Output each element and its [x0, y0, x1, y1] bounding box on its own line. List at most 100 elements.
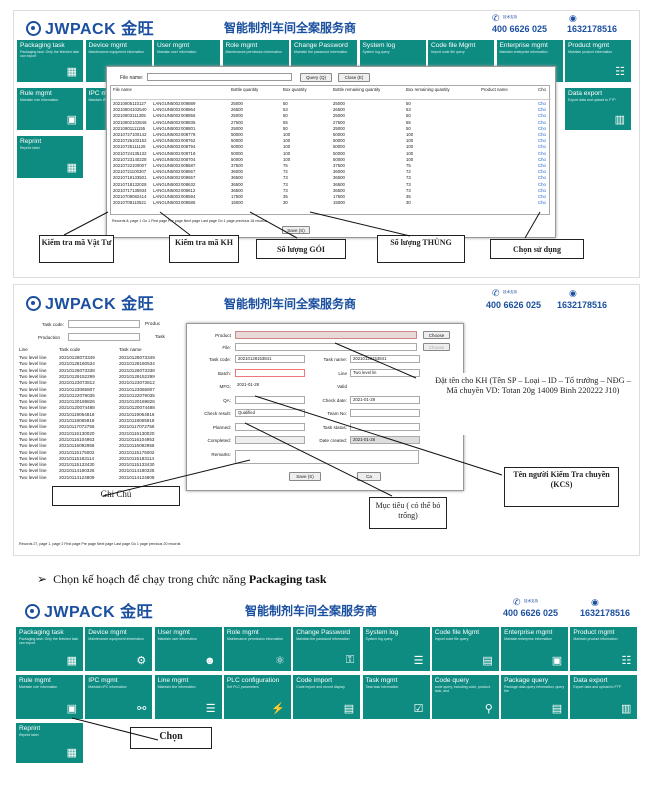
tile-reprint[interactable]: Reprint Reprint label ▦ — [15, 722, 84, 764]
table-row[interactable]: 20210804102540 LANGUN5002 008864 26500 53 265… — [111, 107, 551, 113]
choose-link[interactable]: Cho — [538, 200, 546, 206]
tile-package-query[interactable]: Package query Package data query informat… — [500, 674, 570, 720]
table-row[interactable]: 20210724135132 LANGUN5002 008718 50000 100 50… — [111, 151, 551, 157]
table-row[interactable]: 20210802102846 LANGUN5002 008835 27500 55 275… — [111, 120, 551, 126]
list-item[interactable]: Two level line 20210128073349 202101280733… — [17, 355, 187, 361]
save-task-button[interactable]: Save (S) — [289, 472, 321, 481]
list-item[interactable]: Two level line 20210114124809 202101141248… — [17, 475, 187, 481]
list-item[interactable]: Two level line 20210115175002 202101151750… — [17, 450, 187, 456]
list-item[interactable]: Two level line 20210115133430 202101151334… — [17, 462, 187, 468]
table-row[interactable]: 20210801111155 LANGUN5002 008801 25000 50 250… — [111, 126, 551, 132]
choose-link[interactable]: Cho — [538, 144, 546, 150]
tile-enterprise-mgmt[interactable]: Enterprise mgmt Maintain enterprise infor… — [500, 626, 570, 672]
choose-link[interactable]: Cho — [538, 150, 546, 156]
tile-plc-configuration[interactable]: PLC configuration Set PLC parameters ⚡ — [222, 674, 292, 720]
table-row[interactable]: 20210719133501 LANGUN5002 008657 36500 73 365… — [111, 175, 551, 181]
date-created-field[interactable]: 2021-01-28 — [350, 436, 420, 444]
list-item[interactable]: Two level line 20210116130020 202101161300… — [17, 431, 187, 437]
check-date-field[interactable]: 2021-01-28 — [350, 396, 420, 404]
table-row[interactable]: 20210721100307 LANGUN5002 008667 36000 72 360… — [111, 169, 551, 175]
table-row[interactable]: 20210803111305 LANGUN5002 008856 25000 50 250… — [111, 113, 551, 119]
table-row[interactable]: 20210718132028 LANGUN5002 008632 36500 73 365… — [111, 182, 551, 188]
line-select[interactable]: Two level lin — [350, 369, 420, 377]
choose-link[interactable]: Cho — [538, 107, 546, 113]
task-code-field[interactable]: 20210128153841 — [235, 355, 305, 363]
list-item[interactable]: Two level line 20210126073338 202101260733… — [17, 368, 187, 374]
table-row[interactable]: 20210725111126 LANGUN5002 008794 50000 100 50… — [111, 144, 551, 150]
tile-rule-mgmt[interactable]: Rule mgmt Maintain rule information ▣ — [15, 674, 84, 720]
production-input[interactable] — [68, 333, 140, 341]
batch-field[interactable] — [235, 369, 305, 377]
query-button[interactable]: Query (Q) — [300, 73, 332, 82]
task-name-field[interactable]: 20210128153841 — [350, 355, 420, 363]
file-field[interactable] — [235, 343, 417, 351]
choose-link[interactable]: Cho — [538, 181, 546, 187]
table-row[interactable]: 20210709082414 LANGUN5002 008594 17500 35 175… — [111, 194, 551, 200]
choose-file-button[interactable]: Choose — [423, 343, 450, 351]
tile-reprint[interactable]: Reprint Reprint label ▦ — [16, 135, 84, 179]
list-item[interactable]: Two level line 20210129152299 202101291522… — [17, 374, 187, 380]
choose-link[interactable]: Cho — [538, 125, 546, 131]
tile-user-mgmt[interactable]: User mgmt Maintain user information ☻ — [153, 626, 223, 672]
list-item[interactable]: Two level line 20210116104953 202101161049… — [17, 437, 187, 443]
list-item[interactable]: Two level line 20210117072756 202101170727… — [17, 424, 187, 430]
choose-product-button[interactable]: Choose — [423, 331, 450, 339]
tile-data-export[interactable]: Data export Export data and upload to FTP… — [564, 87, 632, 131]
tile-task-mgmt[interactable]: Task mgmt Task task information ☑ — [361, 674, 431, 720]
table-row[interactable]: 20210727100142 LANGUN5002 008778 50000 100 50… — [111, 132, 551, 138]
product-field[interactable] — [235, 331, 417, 339]
qa-field[interactable] — [235, 396, 305, 404]
tile-change-password[interactable]: Change Password Maintain the password inf… — [292, 626, 362, 672]
list-item[interactable]: Two level line 20210120074488 202101200744… — [17, 405, 187, 411]
choose-link[interactable]: Cho — [538, 119, 546, 125]
tile-packaging-task[interactable]: Packaging task Packaging task: Only the f… — [16, 39, 84, 83]
list-item[interactable]: Two level line 20210123065807 202101230658… — [17, 387, 187, 393]
list-item[interactable]: Two level line 20210114180326 202101141803… — [17, 468, 187, 474]
tile-device-mgmt[interactable]: Device mgmt Maintenance equipment informa… — [84, 626, 154, 672]
list-item[interactable]: Two level line 20210119064816 202101190648… — [17, 412, 187, 418]
choose-link[interactable]: Cho — [538, 187, 546, 193]
table-row[interactable]: 20210805110127 LANGUN5002 008889 25000 50 250… — [111, 101, 551, 107]
tile-data-export[interactable]: Data export Export data and upload to FTP… — [569, 674, 639, 720]
save-button[interactable]: Save (S) — [282, 226, 310, 234]
choose-link[interactable]: Cho — [538, 156, 546, 162]
tile-line-mgmt[interactable]: Line mgmt Maintain line information ☰ — [153, 674, 223, 720]
table-row[interactable]: 20210726102152 LANGUN5002 008762 50000 100 50… — [111, 138, 551, 144]
choose-link[interactable]: Cho — [538, 175, 546, 181]
choose-link[interactable]: Cho — [538, 113, 546, 119]
table-row[interactable]: 20210722100007 LANGUN5002 008687 37500 75 375… — [111, 163, 551, 169]
check-result-field[interactable]: Qualified — [235, 409, 305, 417]
mfg-field[interactable]: 2021-01-28 — [235, 382, 305, 390]
task-status-field[interactable] — [350, 423, 420, 431]
table-row[interactable]: 20210717135934 LANGUN5002 008612 36500 73 365… — [111, 188, 551, 194]
tile-system-log[interactable]: System log System log query ☰ — [361, 626, 431, 672]
choose-link[interactable]: Cho — [538, 169, 546, 175]
list-item[interactable]: Two level line 20210120169826 202101201698… — [17, 399, 187, 405]
cancel-task-button[interactable]: Ca — [357, 472, 381, 481]
list-item[interactable]: Two level line 20210122079035 202101220790… — [17, 393, 187, 399]
tile-product-mgmt[interactable]: Product mgmt Maintain product information… — [569, 626, 639, 672]
planned-field[interactable] — [235, 423, 305, 431]
choose-link[interactable]: Cho — [538, 138, 546, 144]
completed-field[interactable] — [235, 436, 305, 444]
file-name-input[interactable] — [147, 73, 292, 81]
list-item[interactable]: Two level line 20210118065918 202101180659… — [17, 418, 187, 424]
tile-role-mgmt[interactable]: Role mgmt Maintenance permission informat… — [222, 626, 292, 672]
list-item[interactable]: Two level line 20210116092956 202101160929… — [17, 443, 187, 449]
list-item[interactable]: Two level line 20210123073812 202101230738… — [17, 380, 187, 386]
tile-code-file-mgmt[interactable]: Code file Mgmt Import code file query ▤ — [430, 626, 500, 672]
tile-ipc-mgmt[interactable]: IPC mgmt Maintain IPC information ⚯ — [84, 674, 154, 720]
close-button[interactable]: Close (E) — [338, 73, 370, 82]
tile-product-mgmt[interactable]: Product mgmt Maintain product information… — [564, 39, 632, 83]
choose-link[interactable]: Cho — [538, 163, 546, 168]
choose-link[interactable]: Cho — [538, 101, 546, 106]
choose-link[interactable]: Cho — [538, 132, 546, 137]
table-row[interactable]: 20210708110521 LANGUN5002 008586 15000 30 150… — [111, 200, 551, 206]
remarks-field[interactable] — [235, 450, 419, 464]
team-no-field[interactable] — [350, 409, 420, 417]
table-row[interactable]: 20210723140228 LANGUN5002 008704 50000 100 50… — [111, 157, 551, 163]
tile-packaging-task[interactable]: Packaging task Packaging task: Only the f… — [15, 626, 84, 672]
task-code-input[interactable] — [68, 320, 140, 328]
tile-code-import[interactable]: Code import Code import and record displa… — [292, 674, 362, 720]
tile-code-query[interactable]: Code query code query, including code, pr… — [430, 674, 500, 720]
